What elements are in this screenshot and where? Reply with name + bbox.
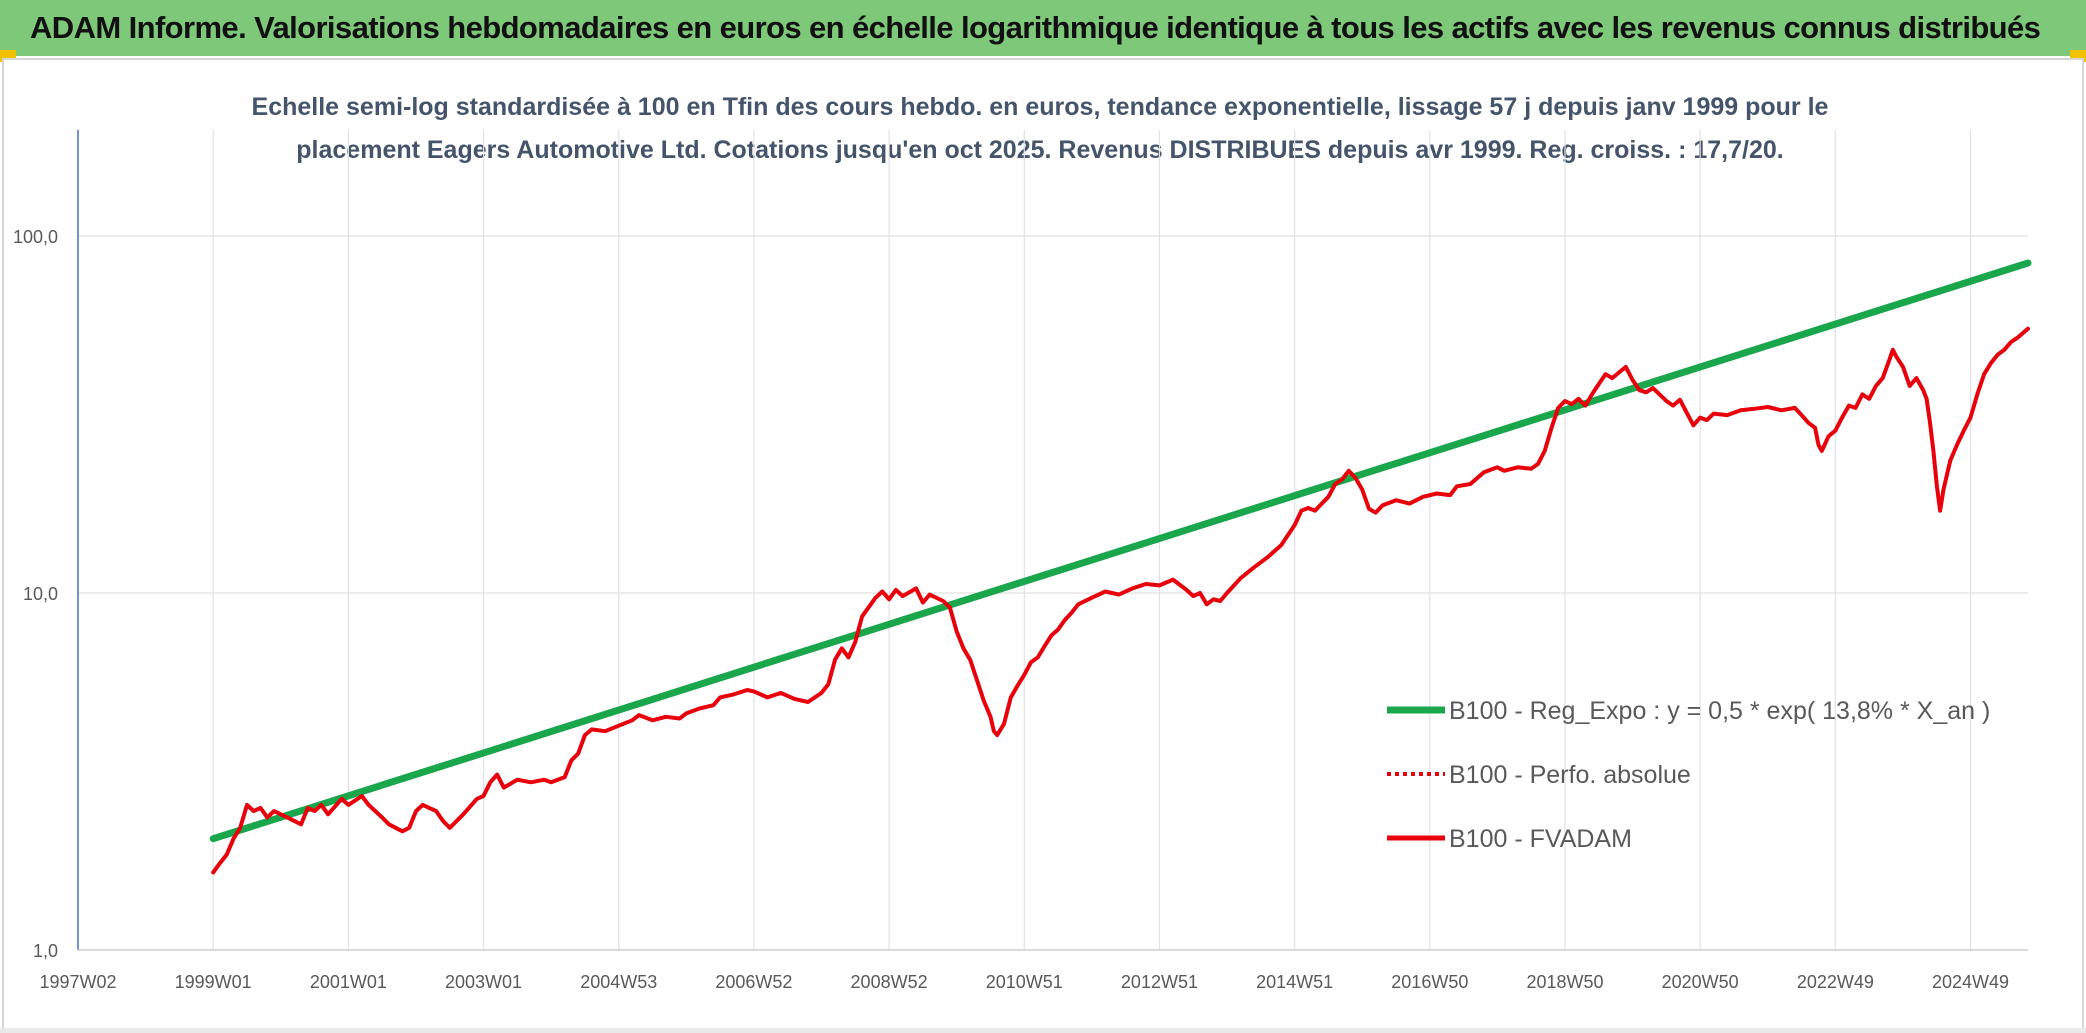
x-tick-label: 2024W49	[1932, 972, 2009, 992]
legend: B100 - Reg_Expo : y = 0,5 * exp( 13,8% *…	[1387, 697, 1990, 853]
x-tick-label: 2020W50	[1662, 972, 1739, 992]
series	[209, 259, 2032, 875]
axes: 1997W02 1999W01 2001W01 2003W01 2004W53 2006W…	[13, 130, 2028, 992]
grid	[78, 130, 2028, 951]
x-tick-label: 2018W50	[1526, 972, 1603, 992]
x-tick-label: 2003W01	[445, 972, 522, 992]
x-tick-label: 2022W49	[1797, 972, 1874, 992]
legend-label: B100 - Perfo. absolue	[1449, 761, 1691, 789]
top-banner: ADAM Informe. Valorisations hebdomadaire…	[0, 0, 2086, 56]
chart-frame	[2, 58, 2084, 1031]
series-line-3	[211, 326, 2030, 875]
y-tick-label: 100,0	[13, 227, 58, 247]
legend-label: B100 - Reg_Expo : y = 0,5 * exp( 13,8% *…	[1449, 697, 1990, 725]
x-tick-label: 2012W51	[1121, 972, 1198, 992]
x-tick-label: 2008W52	[851, 972, 928, 992]
series-line-1	[209, 259, 2032, 843]
x-tick-label: 2001W01	[310, 972, 387, 992]
subtitle-line-2: placement Eagers Automotive Ltd. Cotatio…	[296, 136, 1783, 164]
x-tick-label: 2010W51	[986, 972, 1063, 992]
x-tick-label: 2006W52	[715, 972, 792, 992]
y-tick-label: 10,0	[23, 584, 58, 604]
x-tick-label: 2014W51	[1256, 972, 1333, 992]
x-tick-label: 1997W02	[39, 972, 116, 992]
x-tick-label: 2016W50	[1391, 972, 1468, 992]
legend-label: B100 - FVADAM	[1449, 825, 1632, 853]
x-tick-label: 2004W53	[580, 972, 657, 992]
x-tick-label: 1999W01	[175, 972, 252, 992]
banner-title: ADAM Informe. Valorisations hebdomadaire…	[30, 10, 2041, 45]
y-tick-label: 1,0	[33, 941, 58, 961]
subtitle-line-1: Echelle semi-log standardisée à 100 en T…	[252, 93, 1829, 121]
bottom-rule	[0, 1028, 2086, 1033]
